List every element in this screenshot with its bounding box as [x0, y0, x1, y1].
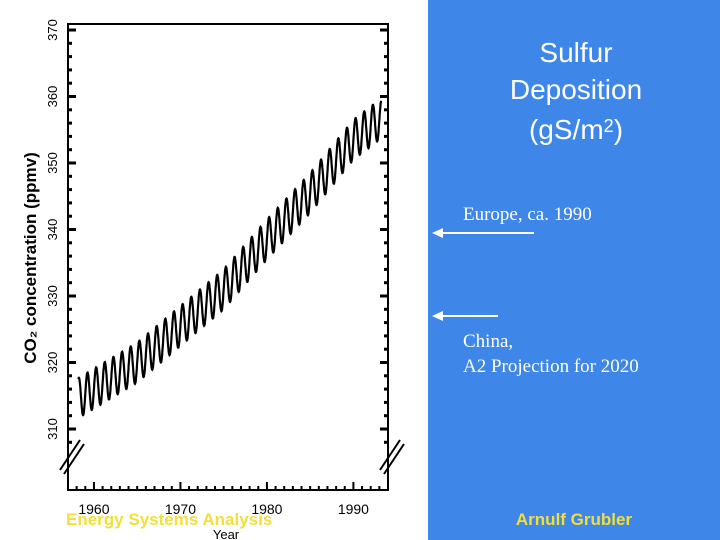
x-tick-label: 1980: [251, 501, 282, 517]
panel-title-line-2: Deposition: [509, 74, 643, 105]
x-tick-label: 1970: [165, 501, 196, 517]
y-tick-label: 350: [45, 152, 60, 174]
chart-frame: [59, 23, 405, 491]
y-axis-ticks: 310 320 330 340 350 360 370: [45, 19, 388, 444]
y-tick-label: 320: [45, 352, 60, 374]
co2-chart: 310 320 330 340 350 360 370 1960 1970 1980 1990 C…: [21, 19, 405, 540]
y-axis-label: CO₂ concentration (ppmv): [21, 152, 40, 364]
axis-break-right: [379, 439, 405, 475]
y-tick-label: 360: [45, 86, 60, 108]
panel-title-unit: (gS/m2): [528, 114, 624, 145]
panel-title-line-1: Sulfur: [539, 37, 613, 68]
annotation-china-line-2: A2 Projection for 2020: [463, 356, 639, 377]
arrow-left-icon: [432, 311, 498, 321]
y-tick-label: 340: [45, 219, 60, 241]
footer-org: Energy Systems Analysis: [66, 510, 273, 529]
panel-title: Sulfur Deposition (gS/m2): [428, 34, 720, 148]
co2-series-line: [77, 100, 383, 417]
y-tick-label: 310: [45, 418, 60, 440]
y-tick-label: 370: [45, 19, 60, 41]
x-tick-label: 1960: [78, 501, 109, 517]
x-tick-label: 1990: [338, 501, 369, 517]
x-axis-ticks: 1960 1970 1980 1990: [75, 482, 381, 517]
y-tick-label: 330: [45, 285, 60, 307]
arrow-left-icon: [432, 228, 534, 238]
axis-break-left: [59, 439, 85, 475]
sulfur-deposition-panel: [428, 0, 720, 540]
plot-frame: [67, 23, 389, 491]
annotation-china: China, A2 Projection for 2020: [463, 329, 639, 379]
x-axis-label: Year: [213, 527, 240, 540]
annotation-china-line-1: China,: [463, 331, 514, 352]
footer-author: Arnulf Grubler: [515, 510, 633, 529]
annotation-europe: Europe, ca. 1990: [463, 204, 592, 225]
